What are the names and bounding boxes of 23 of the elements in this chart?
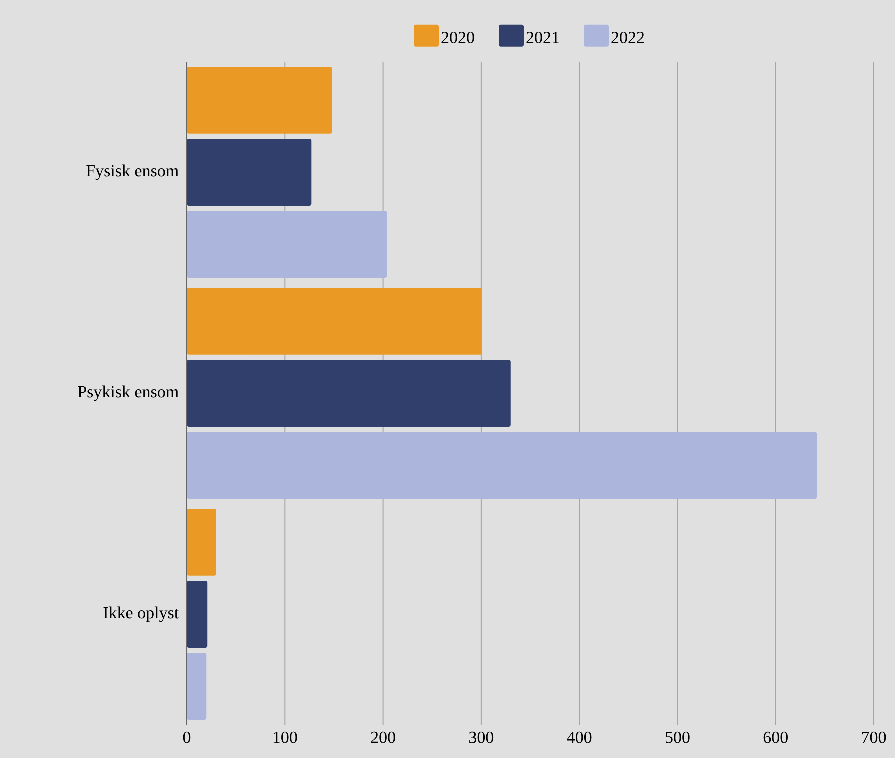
legend-label: 2020 (442, 32, 474, 44)
y-tick-label: Ikke oplyst (104, 606, 180, 622)
x-tick-label: 400 (567, 732, 592, 744)
bar (187, 360, 511, 427)
x-tick-label: 200 (371, 732, 396, 744)
bar (187, 139, 312, 206)
x-tick-label: 100 (274, 732, 298, 744)
y-tick-label: Psykisk ensom (78, 386, 179, 402)
x-tick-label: 0 (183, 732, 191, 744)
bar (187, 508, 216, 576)
bar (187, 653, 207, 720)
x-tick-label: 600 (764, 732, 788, 744)
x-tick-label: 700 (862, 732, 886, 744)
legend-label: 2022 (612, 32, 644, 44)
y-tick-label: Fysisk ensom (86, 164, 179, 180)
bar (187, 66, 332, 134)
x-tick-label: 300 (470, 732, 494, 744)
bar (187, 581, 208, 648)
x-tick-label: 500 (666, 732, 690, 744)
bar (187, 211, 388, 278)
legend-label: 2021 (526, 32, 559, 44)
bar (187, 432, 818, 500)
bar (187, 288, 482, 355)
